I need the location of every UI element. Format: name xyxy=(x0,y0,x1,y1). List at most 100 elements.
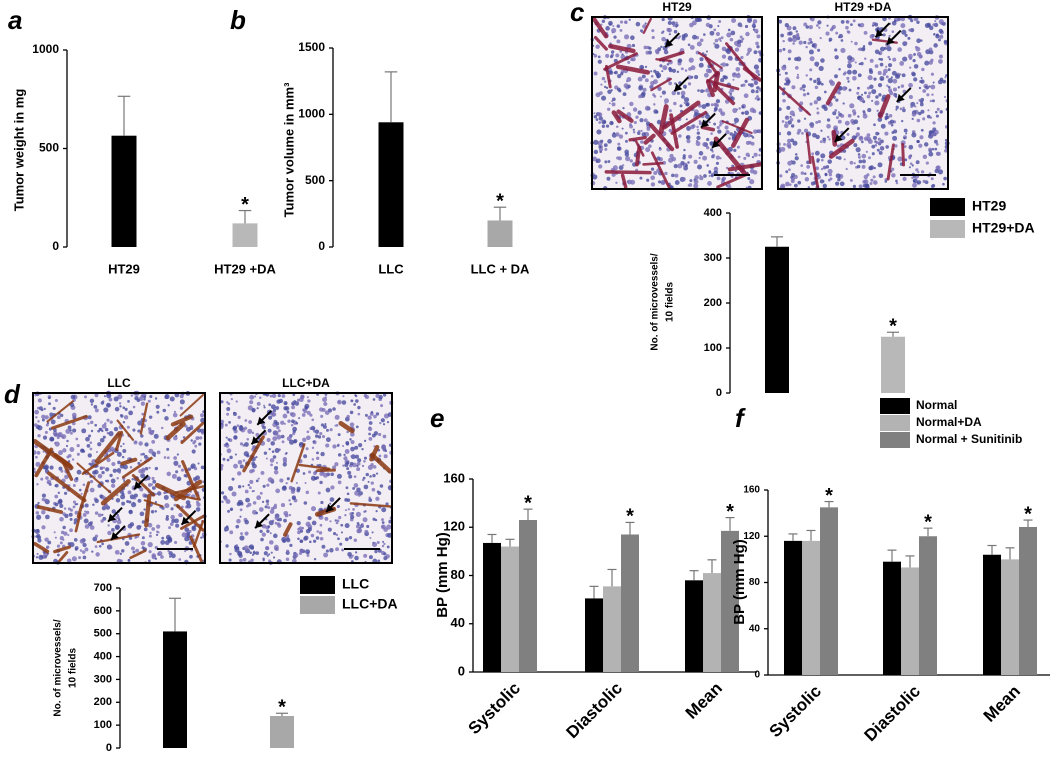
cell xyxy=(281,394,286,398)
cell xyxy=(284,513,289,518)
cell xyxy=(826,24,829,27)
cell xyxy=(928,85,931,88)
cell xyxy=(54,484,57,487)
cell xyxy=(105,402,112,408)
cell xyxy=(598,121,602,124)
cell xyxy=(240,532,243,535)
cell xyxy=(705,88,710,93)
cell xyxy=(180,514,183,517)
cell xyxy=(262,484,266,488)
cell xyxy=(877,137,881,141)
cell xyxy=(160,555,164,559)
cell xyxy=(812,132,817,138)
cell xyxy=(81,550,86,554)
cell xyxy=(108,545,113,550)
x-tick-label: Diastolic xyxy=(562,679,626,743)
cell xyxy=(156,410,160,414)
cell xyxy=(150,483,154,486)
cell xyxy=(826,135,830,139)
cell xyxy=(860,61,864,66)
cell xyxy=(244,426,248,430)
cell xyxy=(650,167,655,171)
cell xyxy=(110,478,116,484)
cell xyxy=(793,174,798,179)
cell xyxy=(349,422,355,427)
cell xyxy=(318,531,323,535)
cell xyxy=(920,79,925,84)
cell xyxy=(237,415,241,419)
vessel xyxy=(731,117,750,148)
cell xyxy=(100,519,104,523)
cell xyxy=(693,159,698,164)
cell xyxy=(170,553,176,559)
cell xyxy=(944,148,948,153)
cell xyxy=(608,70,614,75)
cell xyxy=(270,463,273,467)
cell xyxy=(328,528,331,531)
cell xyxy=(336,504,340,509)
cell xyxy=(816,80,821,86)
cell xyxy=(934,20,937,23)
cell xyxy=(253,550,256,553)
cell xyxy=(706,137,710,142)
cell xyxy=(596,129,602,135)
image-label: LLC+DA xyxy=(282,376,330,390)
cell xyxy=(810,124,814,129)
cell xyxy=(607,139,612,144)
cell xyxy=(900,23,906,29)
y-tick-label: 300 xyxy=(94,673,112,685)
cell xyxy=(845,20,850,24)
cell xyxy=(361,464,365,468)
cell xyxy=(329,548,334,553)
cell xyxy=(866,94,871,99)
cell xyxy=(291,402,295,406)
cell xyxy=(316,530,319,533)
vessel xyxy=(47,471,87,503)
cell xyxy=(256,401,261,406)
cell xyxy=(755,69,760,74)
cell xyxy=(285,537,291,543)
cell xyxy=(83,518,89,524)
cell xyxy=(827,159,832,164)
cell xyxy=(874,100,880,106)
cell xyxy=(703,174,707,178)
cell xyxy=(200,417,206,423)
cell xyxy=(104,479,108,483)
cell xyxy=(687,43,691,47)
cell xyxy=(297,527,300,531)
cell xyxy=(874,22,879,27)
cell xyxy=(686,136,689,139)
cell xyxy=(787,120,792,125)
vessel xyxy=(658,50,685,62)
cell xyxy=(899,107,903,111)
cell xyxy=(329,428,333,432)
cell xyxy=(615,132,620,137)
cell xyxy=(659,95,662,98)
cell xyxy=(879,46,885,52)
cell xyxy=(139,487,144,492)
cell xyxy=(716,176,721,181)
cell xyxy=(156,450,161,455)
cell xyxy=(859,97,865,102)
y-tick-label: 1000 xyxy=(298,107,325,121)
cell xyxy=(350,514,355,520)
cell xyxy=(731,18,737,23)
cell xyxy=(919,135,924,140)
cell xyxy=(673,164,678,169)
cell xyxy=(868,156,871,160)
cell xyxy=(120,414,124,418)
cell xyxy=(229,552,232,556)
cell xyxy=(658,180,662,184)
vessel xyxy=(33,541,50,554)
vessel xyxy=(62,462,74,481)
cell xyxy=(121,549,125,553)
cell xyxy=(816,24,819,27)
cell xyxy=(615,181,618,184)
cell xyxy=(381,518,384,522)
cell xyxy=(262,425,266,430)
cell xyxy=(370,410,374,414)
cell xyxy=(904,33,908,37)
cell xyxy=(366,524,370,529)
cell xyxy=(85,436,90,442)
cell xyxy=(245,497,250,503)
